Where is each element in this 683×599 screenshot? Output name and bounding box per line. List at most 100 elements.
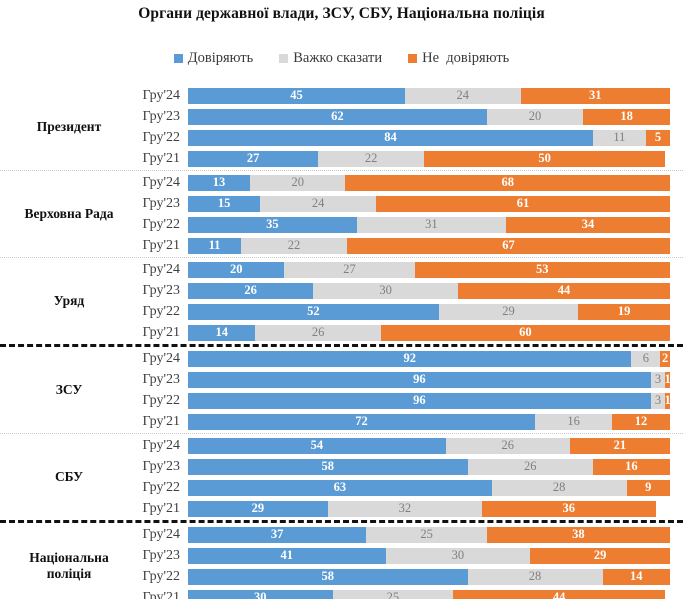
bar-segment-hard[interactable]: 31: [356, 216, 507, 233]
stacked-bar[interactable]: 20 27 53: [188, 261, 670, 278]
bar-segment-hard[interactable]: 11: [592, 129, 646, 146]
bar-segment-trust[interactable]: 29: [188, 500, 328, 517]
bar-segment-trust[interactable]: 45: [188, 87, 405, 104]
stacked-bar[interactable]: 37 25 38: [188, 526, 670, 543]
bar-segment-notrust[interactable]: 68: [345, 174, 670, 191]
bar-segment-notrust[interactable]: 44: [453, 589, 666, 599]
bar-segment-trust[interactable]: 62: [188, 108, 487, 125]
bar-segment-trust[interactable]: 54: [188, 437, 446, 454]
bar-segment-trust[interactable]: 96: [188, 371, 651, 388]
bar-segment-notrust[interactable]: 21: [569, 437, 670, 454]
stacked-bar[interactable]: 58 26 16: [188, 458, 670, 475]
stacked-bar[interactable]: 54 26 21: [188, 437, 670, 454]
bar-segment-trust[interactable]: 30: [188, 589, 333, 599]
stacked-bar[interactable]: 35 31 34: [188, 216, 670, 233]
bar-segment-hard[interactable]: 6: [631, 350, 661, 367]
stacked-bar[interactable]: 84 11 5: [188, 129, 670, 146]
bar-segment-trust[interactable]: 13: [188, 174, 251, 191]
bar-segment-notrust[interactable]: 60: [380, 324, 670, 341]
bar-segment-hard[interactable]: 32: [327, 500, 482, 517]
bar-segment-notrust[interactable]: 31: [520, 87, 670, 104]
stacked-bar[interactable]: 26 30 44: [188, 282, 670, 299]
bar-segment-trust[interactable]: 14: [188, 324, 256, 341]
bar-segment-hard[interactable]: 25: [366, 526, 487, 543]
stacked-bar[interactable]: 52 29 19: [188, 303, 670, 320]
stacked-bar[interactable]: 45 24 31: [188, 87, 670, 104]
legend-item-notrust[interactable]: Не довіряють: [408, 50, 509, 67]
bar-segment-hard[interactable]: 30: [385, 547, 531, 564]
bar-segment-hard[interactable]: 22: [241, 237, 348, 254]
bar-segment-trust[interactable]: 92: [188, 350, 632, 367]
bar-segment-trust[interactable]: 37: [188, 526, 367, 543]
bar-segment-notrust[interactable]: 1: [664, 392, 671, 409]
bar-segment-notrust[interactable]: 61: [375, 195, 670, 212]
stacked-bar[interactable]: 14 26 60: [188, 324, 670, 341]
bar-segment-notrust[interactable]: 38: [486, 526, 670, 543]
stacked-bar[interactable]: 62 20 18: [188, 108, 670, 125]
bar-segment-hard[interactable]: 3: [650, 392, 666, 409]
stacked-bar[interactable]: 92 6 2: [188, 350, 670, 367]
bar-segment-trust[interactable]: 58: [188, 458, 468, 475]
bar-segment-notrust[interactable]: 9: [626, 479, 670, 496]
bar-segment-notrust[interactable]: 44: [457, 282, 670, 299]
bar-segment-notrust[interactable]: 29: [530, 547, 670, 564]
bar-segment-hard[interactable]: 20: [486, 108, 584, 125]
stacked-bar[interactable]: 63 28 9: [188, 479, 670, 496]
row-label: Гру'24: [142, 174, 180, 190]
bar-segment-trust[interactable]: 52: [188, 303, 439, 320]
bar-segment-notrust[interactable]: 2: [660, 350, 670, 367]
bar-segment-notrust[interactable]: 12: [612, 413, 670, 430]
bar-segment-hard[interactable]: 24: [404, 87, 521, 104]
bar-segment-hard[interactable]: 26: [467, 458, 593, 475]
bar-segment-hard[interactable]: 26: [445, 437, 570, 454]
bar-segment-notrust[interactable]: 16: [592, 458, 670, 475]
bar-segment-trust[interactable]: 84: [188, 129, 593, 146]
bar-segment-trust[interactable]: 35: [188, 216, 357, 233]
stacked-bar[interactable]: 96 3 1: [188, 371, 671, 388]
stacked-bar[interactable]: 15 24 61: [188, 195, 670, 212]
bar-segment-notrust[interactable]: 5: [645, 129, 670, 146]
bar-segment-hard[interactable]: 29: [438, 303, 579, 320]
legend-item-hard[interactable]: Важко сказати: [279, 50, 382, 67]
bar-segment-hard[interactable]: 3: [650, 371, 666, 388]
bar-segment-hard[interactable]: 24: [260, 195, 376, 212]
bar-segment-hard[interactable]: 22: [318, 150, 425, 167]
bar-segment-notrust[interactable]: 1: [664, 371, 671, 388]
bar-segment-trust[interactable]: 15: [188, 195, 261, 212]
bar-segment-hard[interactable]: 30: [313, 282, 458, 299]
bar-segment-trust[interactable]: 58: [188, 568, 468, 585]
bar-segment-trust[interactable]: 27: [188, 150, 319, 167]
bar-segment-notrust[interactable]: 50: [424, 150, 666, 167]
bar-segment-notrust[interactable]: 36: [482, 500, 656, 517]
bar-segment-hard[interactable]: 26: [255, 324, 381, 341]
bar-segment-notrust[interactable]: 67: [347, 237, 670, 254]
stacked-bar[interactable]: 72 16 12: [188, 413, 670, 430]
bar-segment-trust[interactable]: 72: [188, 413, 536, 430]
bar-segment-hard[interactable]: 28: [491, 479, 627, 496]
bar-segment-notrust[interactable]: 34: [506, 216, 670, 233]
bar-segment-trust[interactable]: 11: [188, 237, 242, 254]
stacked-bar[interactable]: 58 28 14: [188, 568, 670, 585]
bar-segment-notrust[interactable]: 18: [583, 108, 670, 125]
stacked-bar[interactable]: 27 22 50: [188, 150, 670, 167]
bar-segment-hard[interactable]: 28: [467, 568, 603, 585]
stacked-bar[interactable]: 13 20 68: [188, 174, 670, 191]
bar-segment-notrust[interactable]: 14: [602, 568, 670, 585]
stacked-bar[interactable]: 96 3 1: [188, 392, 671, 409]
bar-segment-trust[interactable]: 20: [188, 261, 285, 278]
bar-segment-trust[interactable]: 63: [188, 479, 492, 496]
bar-segment-hard[interactable]: 16: [535, 413, 613, 430]
bar-segment-trust[interactable]: 96: [188, 392, 651, 409]
bar-segment-trust[interactable]: 41: [188, 547, 386, 564]
stacked-bar[interactable]: 29 32 36: [188, 500, 670, 517]
bar-segment-notrust[interactable]: 19: [578, 303, 670, 320]
legend-item-trust[interactable]: Довіряють: [173, 50, 253, 67]
stacked-bar[interactable]: 11 22 67: [188, 237, 670, 254]
stacked-bar[interactable]: 41 30 29: [188, 547, 670, 564]
bar-segment-hard[interactable]: 25: [332, 589, 454, 599]
bar-segment-trust[interactable]: 26: [188, 282, 314, 299]
bar-segment-hard[interactable]: 20: [250, 174, 346, 191]
bar-segment-hard[interactable]: 27: [284, 261, 415, 278]
stacked-bar[interactable]: 30 25 44: [188, 589, 670, 599]
bar-segment-notrust[interactable]: 53: [414, 261, 670, 278]
